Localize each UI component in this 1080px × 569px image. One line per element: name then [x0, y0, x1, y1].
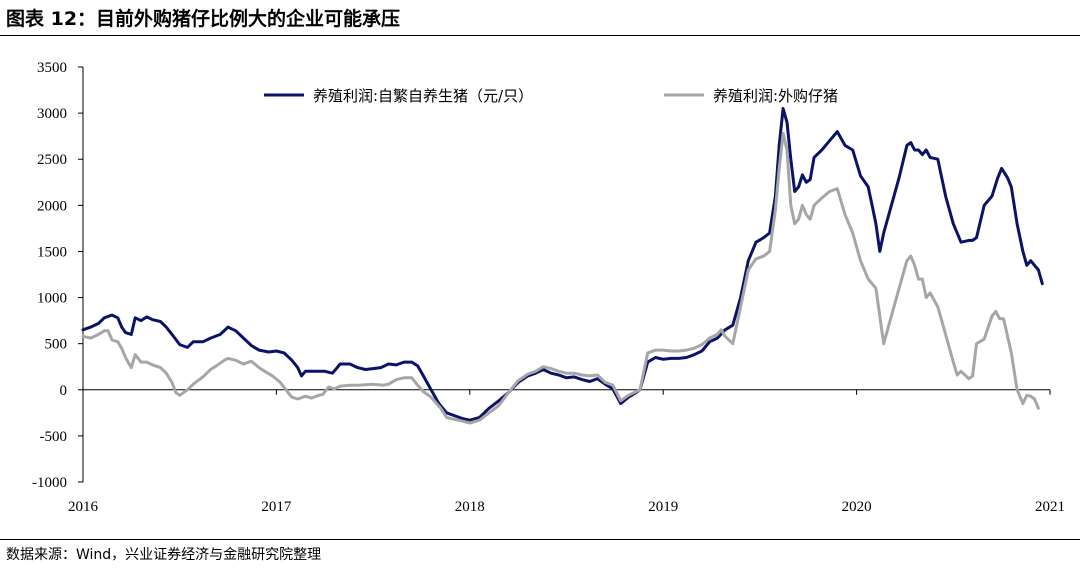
- legend-label: 养殖利润:自繁自养生猪（元/只）: [313, 87, 533, 105]
- line-chart: 3500300025002000150010005000-500-1000201…: [32, 60, 1065, 515]
- legend-label: 养殖利润:外购仔猪: [713, 87, 838, 105]
- y-tick-label: 3500: [37, 60, 67, 76]
- x-tick-label: 2020: [842, 499, 872, 515]
- y-tick-label: 0: [60, 383, 68, 399]
- series-line-2: [81, 131, 1040, 425]
- x-tick-label: 2017: [261, 499, 292, 515]
- source-divider: [0, 539, 1080, 540]
- y-tick-label: 3000: [37, 106, 67, 122]
- x-tick-label: 2016: [68, 499, 99, 515]
- y-tick-label: 2500: [37, 152, 67, 168]
- chart-series: [81, 107, 1044, 425]
- y-tick-label: 2000: [37, 198, 67, 214]
- chart-legend: 养殖利润:自繁自养生猪（元/只） 养殖利润:外购仔猪: [264, 87, 838, 105]
- y-tick-label: -1000: [32, 475, 67, 491]
- chart-axes: [82, 67, 1050, 482]
- x-tick-label: 2019: [648, 499, 678, 515]
- y-tick-label: 1000: [37, 291, 67, 307]
- x-tick-label: 2021: [1035, 499, 1065, 515]
- source-note: 数据来源：Wind，兴业证券经济与金融研究院整理: [6, 547, 322, 563]
- y-tick-label: 1500: [37, 244, 67, 260]
- chart-ticks: 3500300025002000150010005000-500-1000201…: [32, 60, 1065, 515]
- title-divider: [0, 35, 1080, 36]
- figure-title: 图表 12：目前外购猪仔比例大的企业可能承压: [6, 8, 401, 30]
- y-tick-label: -500: [40, 429, 68, 445]
- y-tick-label: 500: [45, 337, 68, 353]
- x-tick-label: 2018: [455, 499, 485, 515]
